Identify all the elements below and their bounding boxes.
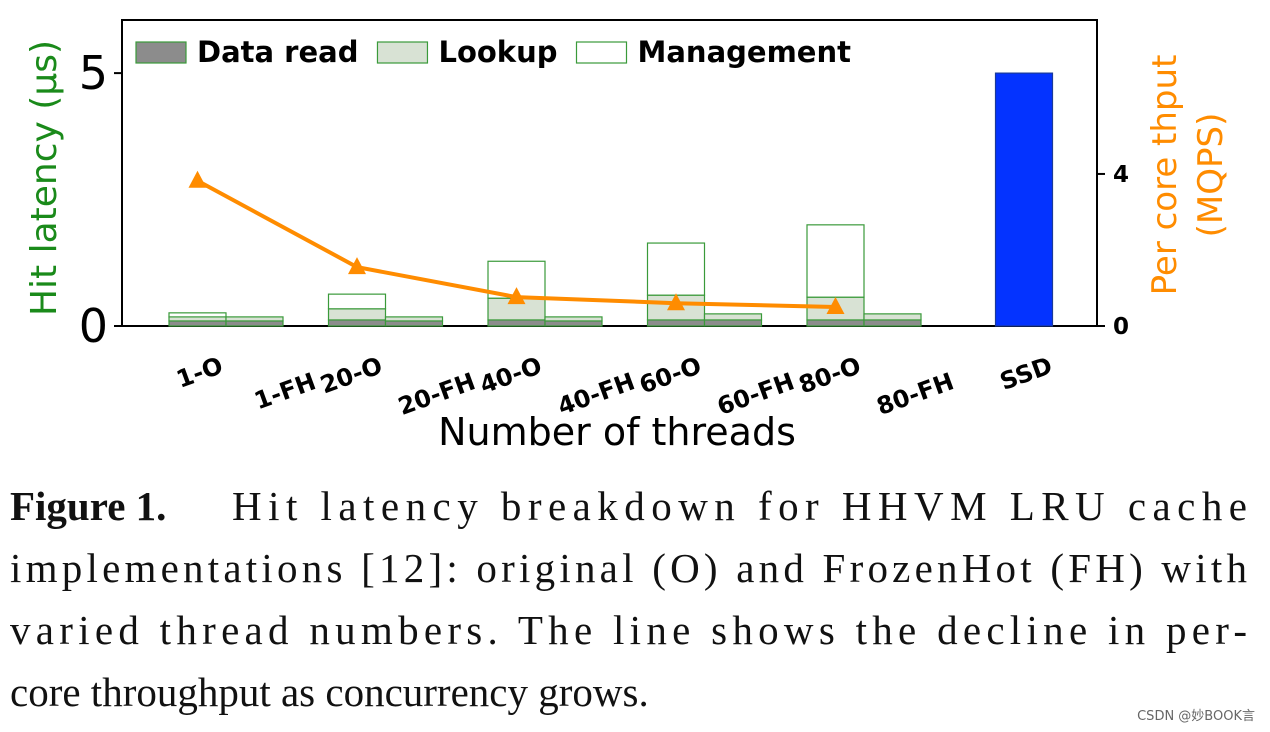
caption-line: implementations [12]: original (O) and F… — [10, 545, 1247, 591]
legend-swatch — [135, 41, 187, 64]
y-axis-label: Hit latency (μs) — [24, 40, 65, 316]
bar-segment — [327, 319, 387, 327]
bar-segment — [327, 308, 387, 321]
bar — [994, 72, 1054, 327]
bar-segment — [806, 319, 865, 327]
legend-label: Management — [638, 35, 852, 69]
bar-segment — [487, 319, 546, 327]
throughput-marker — [826, 296, 845, 314]
x-tick-label: 40-O — [476, 351, 545, 399]
x-axis-label: Number of threads — [438, 410, 796, 454]
bar-segment — [544, 320, 603, 327]
bar-segment — [806, 224, 865, 298]
y2-tick-label: 0 — [1113, 314, 1129, 340]
x-tick-label: 20-O — [317, 351, 386, 399]
bar-segment — [863, 319, 922, 327]
legend-swatch — [376, 41, 429, 64]
bar-segment — [225, 320, 284, 327]
x-tick-label: 1-O — [173, 351, 227, 393]
throughput-marker — [348, 257, 366, 275]
caption-line: core throughput as concurrency grows. — [10, 669, 649, 715]
throughput-marker — [507, 287, 526, 305]
bar-segment — [168, 316, 227, 322]
bar-segment — [863, 313, 922, 321]
bar-segment — [384, 316, 444, 322]
x-tick-label: 60-O — [636, 351, 705, 399]
x-tick-label: SSD — [996, 351, 1056, 396]
bar-segment — [168, 312, 227, 318]
y-tick-label: 5 — [79, 46, 108, 100]
bar-segment — [703, 319, 763, 327]
bar-segment — [646, 319, 706, 327]
caption-label: Figure 1. — [10, 483, 166, 529]
caption-line: varied thread numbers. The line shows th… — [10, 607, 1247, 653]
caption-line: Hit latency breakdown for HHVM LRU cache — [232, 483, 1247, 529]
y-tick-label: 0 — [79, 299, 108, 353]
y2-axis-label: Per core thput — [1145, 55, 1185, 296]
legend-label: Data read — [197, 35, 358, 69]
bar-segment — [646, 242, 706, 296]
bar-segment — [544, 316, 603, 322]
throughput-marker — [667, 293, 685, 311]
legend-swatch — [575, 41, 628, 64]
x-tick-label: 80-O — [795, 351, 864, 399]
y2-axis-label: (MQPS) — [1191, 113, 1231, 238]
y2-tick-label: 4 — [1113, 162, 1129, 188]
bar-segment — [703, 313, 763, 321]
bar-segment — [384, 320, 444, 327]
watermark: CSDN @妙BOOK言 — [1137, 709, 1255, 724]
bar-segment — [168, 320, 227, 327]
x-tick-label: 80-FH — [873, 367, 958, 421]
throughput-marker — [188, 170, 207, 188]
legend-label: Lookup — [438, 35, 557, 69]
x-tick-label: 1-FH — [251, 367, 320, 415]
bar-segment — [327, 293, 387, 310]
bar-segment — [225, 316, 284, 322]
